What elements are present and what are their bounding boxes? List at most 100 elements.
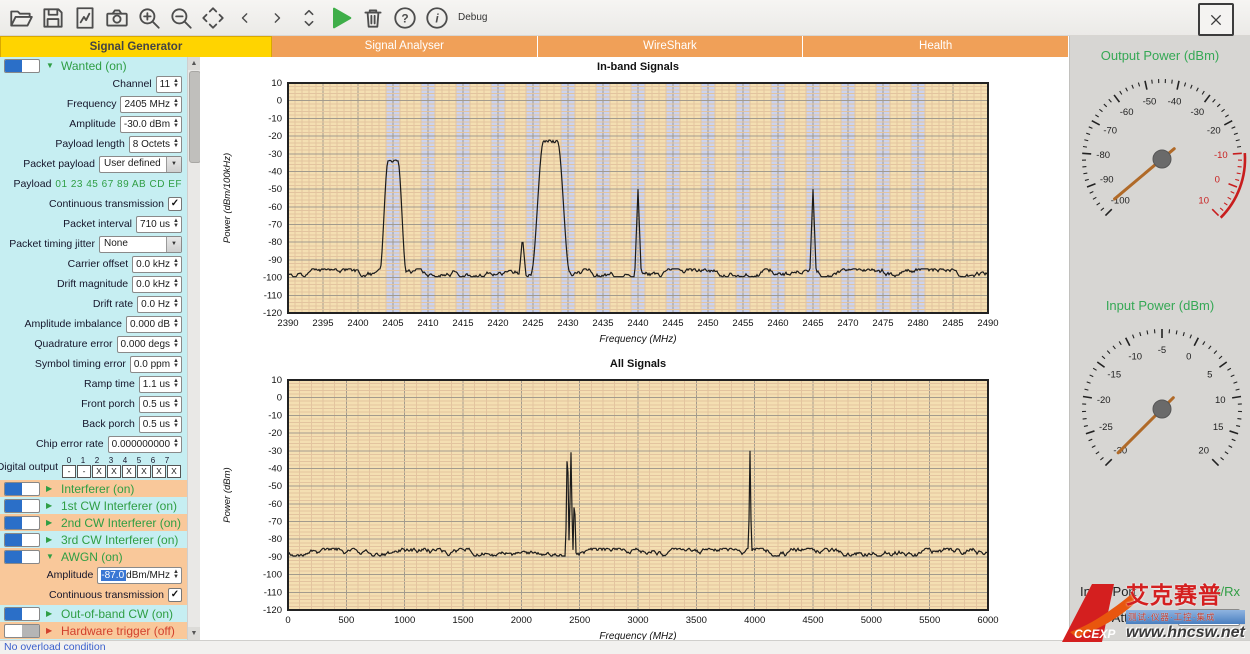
spinner-arrows-icon[interactable]: ▲▼ [172,279,180,290]
digital-output-cell[interactable]: X [152,465,166,478]
svg-text:1500: 1500 [452,615,473,626]
spinner-arrows-icon[interactable]: ▲▼ [172,299,180,310]
spinner-arrows-icon[interactable]: ▲▼ [172,379,180,390]
svg-text:-40: -40 [268,463,282,474]
run-button[interactable] [326,3,356,33]
section-header-hardware-trigger-off[interactable]: ▶Hardware trigger (off) [0,622,188,639]
sidebar-scrollbar[interactable]: ▲ ▼ [187,57,200,640]
scroll-updown-button[interactable] [294,3,324,33]
spinner-value: 0.0 ppm [134,359,172,370]
open-file-button[interactable] [6,3,36,33]
digital-output-cell[interactable]: X [167,465,181,478]
export-chart-button[interactable] [70,3,100,33]
spinner-payload-length[interactable]: 8 Octets▲▼ [129,136,182,153]
spinner-arrows-icon[interactable]: ▲▼ [172,79,180,90]
toggle-switch[interactable] [4,533,40,547]
help-button[interactable]: ? [390,3,420,33]
spinner-arrows-icon[interactable]: ▲▼ [172,99,180,110]
digital-output-cell[interactable]: - [77,465,91,478]
spinner-drift-rate[interactable]: 0.0 Hz▲▼ [137,296,182,313]
digital-output-cell[interactable]: X [107,465,121,478]
section-header-1st-cw-interferer-on[interactable]: ▶1st CW Interferer (on) [0,497,188,514]
spinner-back-porch[interactable]: 0.5 us▲▼ [139,416,182,433]
checkbox[interactable]: ✓ [168,197,182,211]
spinner-arrows-icon[interactable]: ▲▼ [172,219,180,230]
tab-signal-analyser[interactable]: Signal Analyser [272,36,538,57]
scrollbar-down-icon[interactable]: ▼ [188,627,200,640]
scroll-right-button[interactable] [262,3,292,33]
digital-output-cell[interactable]: - [62,465,76,478]
toggle-switch[interactable] [4,516,40,530]
spinner-amplitude-imbalance[interactable]: 0.000 dB▲▼ [126,316,182,333]
checkbox[interactable]: ✓ [168,588,182,602]
toggle-switch[interactable] [4,59,40,73]
spinner-arrows-icon[interactable]: ▲▼ [172,359,180,370]
tab-signal-generator[interactable]: Signal Generator [0,36,272,57]
svg-text:10: 10 [271,78,282,89]
spinner-carrier-offset[interactable]: 0.0 kHz▲▼ [132,256,182,273]
dropdown-arrow-icon[interactable]: ▼ [166,157,181,172]
digital-output-cell[interactable]: X [137,465,151,478]
spinner-frequency[interactable]: 2405 MHz▲▼ [120,96,182,113]
spinner-symbol-timing-error[interactable]: 0.0 ppm▲▼ [130,356,182,373]
toggle-switch[interactable] [4,607,40,621]
spinner-arrows-icon[interactable]: ▲▼ [172,419,180,430]
spinner-ramp-time[interactable]: 1.1 us▲▼ [139,376,182,393]
spinner-front-porch[interactable]: 0.5 us▲▼ [139,396,182,413]
spinner-channel[interactable]: 11▲▼ [156,76,182,93]
spinner-arrows-icon[interactable]: ▲▼ [172,439,180,450]
spinner-arrows-icon[interactable]: ▲▼ [172,139,180,150]
section-header-2nd-cw-interferer-on[interactable]: ▶2nd CW Interferer (on) [0,514,188,531]
collapse-triangle-icon[interactable]: ▼ [46,61,55,70]
spinner-arrows-icon[interactable]: ▲▼ [172,339,180,350]
digital-output-cell[interactable]: X [92,465,106,478]
toggle-switch[interactable] [4,482,40,496]
scrollbar-up-icon[interactable]: ▲ [188,57,200,70]
delete-button[interactable] [358,3,388,33]
spinner-arrows-icon[interactable]: ▲▼ [172,119,180,130]
dropdown-arrow-icon[interactable]: ▼ [166,237,181,252]
expand-triangle-icon[interactable]: ▶ [46,501,55,510]
spinner-arrows-icon[interactable]: ▲▼ [172,399,180,410]
zoom-in-button[interactable] [134,3,164,33]
spinner-amplitude[interactable]: -87.0 dBm/MHz▲▼ [97,567,182,584]
spinner-packet-interval[interactable]: 710 us▲▼ [136,216,182,233]
spinner-arrows-icon[interactable]: ▲▼ [172,570,180,581]
zoom-out-button[interactable] [166,3,196,33]
section-header-out-of-band-cw-on[interactable]: ▶Out-of-band CW (on) [0,605,188,622]
spinner-value: 710 us [140,219,172,230]
digital-output-cell[interactable]: X [122,465,136,478]
spinner-arrows-icon[interactable]: ▲▼ [172,319,180,330]
expand-triangle-icon[interactable]: ▶ [46,535,55,544]
spinner-drift-magnitude[interactable]: 0.0 kHz▲▼ [132,276,182,293]
scrollbar-thumb[interactable] [189,71,200,163]
spinner-quadrature-error[interactable]: 0.000 degs▲▼ [117,336,182,353]
section-header-3rd-cw-interferer-on[interactable]: ▶3rd CW Interferer (on) [0,531,188,548]
collapse-triangle-icon[interactable]: ▼ [46,552,55,561]
dropdown-packet-timing-jitter[interactable]: None▼ [99,236,182,253]
spinner-chip-error-rate[interactable]: 0.000000000▲▼ [108,436,182,453]
section-header-interferer-on[interactable]: ▶Interferer (on) [0,480,188,497]
field-label: Digital output [0,461,58,473]
dropdown-packet-payload[interactable]: User defined▼ [99,156,182,173]
screenshot-button[interactable] [102,3,132,33]
toggle-switch[interactable] [4,550,40,564]
save-button[interactable] [38,3,68,33]
close-button[interactable] [1198,3,1234,36]
section-header-wanted-on[interactable]: ▼Wanted (on) [0,57,188,74]
tab-wireshark[interactable]: WireShark [538,36,804,57]
info-button[interactable]: i [422,3,452,33]
toggle-switch[interactable] [4,499,40,513]
expand-triangle-icon[interactable]: ▶ [46,626,55,635]
expand-triangle-icon[interactable]: ▶ [46,484,55,493]
section-header-awgn-on[interactable]: ▼AWGN (on) [0,548,188,565]
expand-triangle-icon[interactable]: ▶ [46,609,55,618]
tab-health[interactable]: Health [803,36,1069,57]
scroll-left-button[interactable] [230,3,260,33]
toggle-switch[interactable] [4,624,40,638]
spinner-arrows-icon[interactable]: ▲▼ [172,259,180,270]
spinner-amplitude[interactable]: -30.0 dBm▲▼ [120,116,182,133]
expand-triangle-icon[interactable]: ▶ [46,518,55,527]
pan-button[interactable] [198,3,228,33]
watermark: CCEXP 艾克赛普 测试·仪器·工控·集成 www.hncsw.net [1062,576,1248,642]
